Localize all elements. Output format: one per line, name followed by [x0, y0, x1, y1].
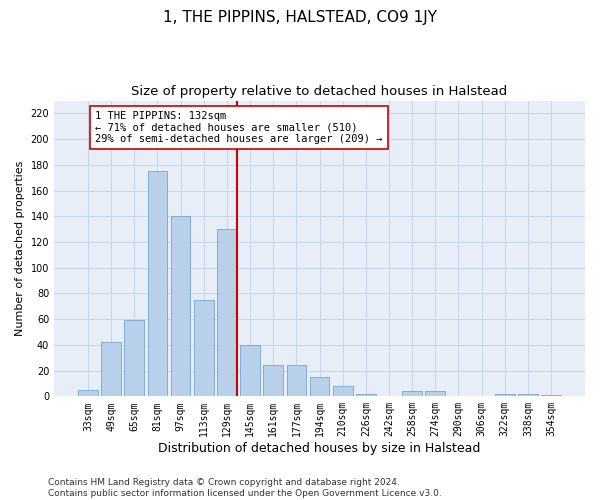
Bar	[217, 229, 237, 396]
Text: 1, THE PIPPINS, HALSTEAD, CO9 1JY: 1, THE PIPPINS, HALSTEAD, CO9 1JY	[163, 10, 437, 25]
Bar	[425, 391, 445, 396]
Bar	[356, 394, 376, 396]
Bar	[333, 386, 353, 396]
Bar	[287, 366, 306, 396]
Bar	[171, 216, 190, 396]
Text: Contains HM Land Registry data © Crown copyright and database right 2024.
Contai: Contains HM Land Registry data © Crown c…	[48, 478, 442, 498]
Bar	[541, 395, 561, 396]
Bar	[518, 394, 538, 396]
Bar	[310, 377, 329, 396]
Bar	[240, 345, 260, 397]
Bar	[263, 366, 283, 396]
Bar	[194, 300, 214, 396]
Bar	[495, 394, 515, 396]
Bar	[124, 320, 144, 396]
Bar	[402, 391, 422, 396]
Y-axis label: Number of detached properties: Number of detached properties	[15, 161, 25, 336]
Bar	[148, 172, 167, 396]
Text: 1 THE PIPPINS: 132sqm
← 71% of detached houses are smaller (510)
29% of semi-det: 1 THE PIPPINS: 132sqm ← 71% of detached …	[95, 111, 382, 144]
X-axis label: Distribution of detached houses by size in Halstead: Distribution of detached houses by size …	[158, 442, 481, 455]
Title: Size of property relative to detached houses in Halstead: Size of property relative to detached ho…	[131, 85, 508, 98]
Bar	[78, 390, 98, 396]
Bar	[101, 342, 121, 396]
